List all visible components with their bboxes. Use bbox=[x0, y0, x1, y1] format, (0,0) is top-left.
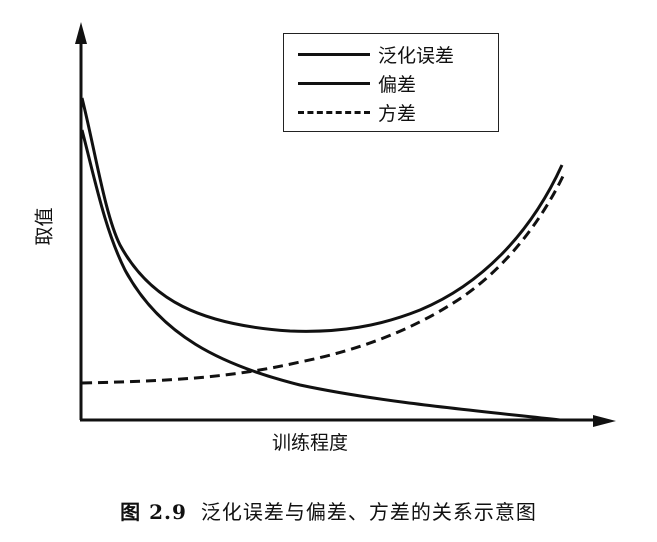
x-axis-arrow-icon bbox=[593, 415, 616, 427]
legend-item-generalization-error: 泛化误差 bbox=[298, 42, 455, 67]
legend-label: 偏差 bbox=[378, 73, 417, 96]
legend-label: 泛化误差 bbox=[378, 44, 455, 67]
x-axis-label: 训练程度 bbox=[271, 432, 348, 454]
legend: 泛化误差 偏差 方差 bbox=[283, 33, 499, 132]
solid-line-icon bbox=[298, 52, 370, 56]
legend-item-bias: 偏差 bbox=[298, 71, 417, 96]
legend-label: 方差 bbox=[378, 102, 417, 125]
dashed-line-icon bbox=[298, 110, 370, 114]
y-axis-label: 取值 bbox=[28, 196, 58, 256]
figure-number: 图 2.9 bbox=[120, 500, 187, 524]
y-axis-arrow-icon bbox=[75, 22, 87, 44]
curve-variance bbox=[81, 171, 567, 385]
figure-caption: 图 2.9 泛化误差与偏差、方差的关系示意图 bbox=[0, 496, 657, 525]
y-axis-label-text: 取值 bbox=[33, 206, 56, 246]
curve-generalization-error bbox=[80, 97, 564, 333]
caption-text: 泛化误差与偏差、方差的关系示意图 bbox=[200, 500, 537, 524]
solid-line-icon bbox=[298, 81, 370, 85]
legend-item-variance: 方差 bbox=[298, 100, 417, 125]
curve-bias bbox=[80, 129, 561, 422]
